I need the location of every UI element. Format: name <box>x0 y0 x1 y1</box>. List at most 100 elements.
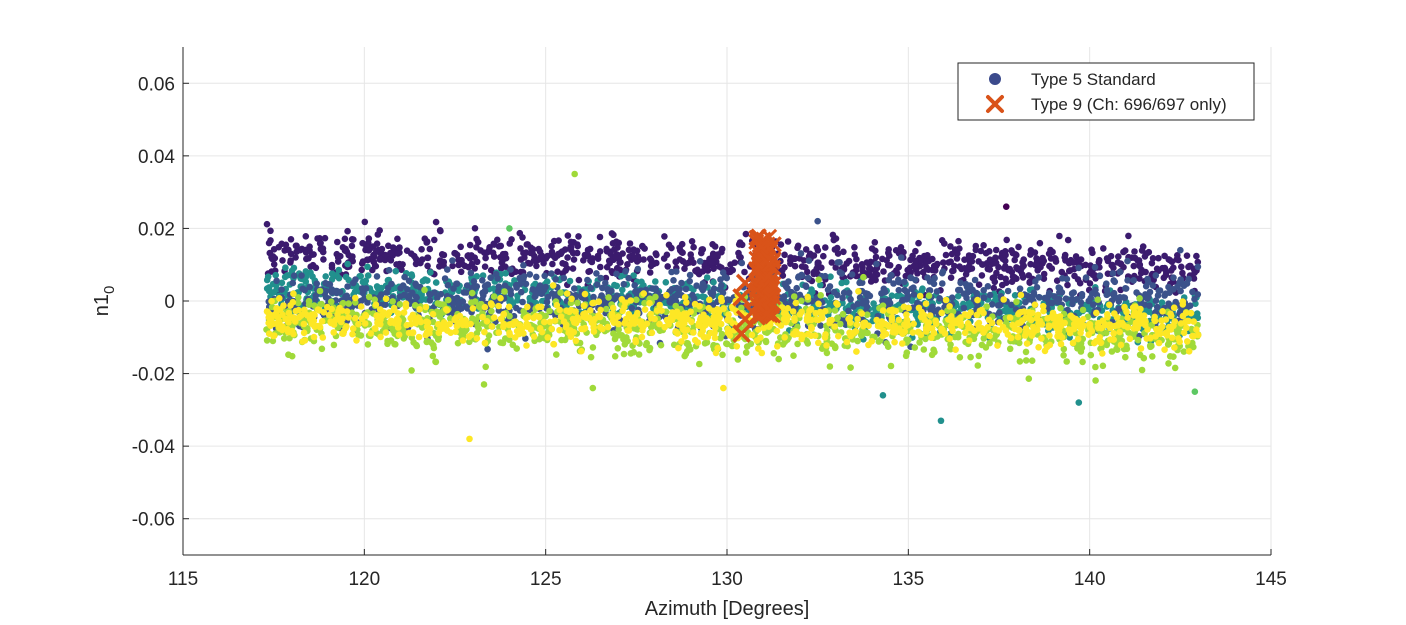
type5-point <box>483 318 491 325</box>
type5-point <box>343 323 350 330</box>
type5-point <box>263 285 271 292</box>
type5-point <box>714 344 721 352</box>
x-tick-label: 135 <box>892 569 924 590</box>
type5-point <box>1126 335 1134 343</box>
type5-point <box>1011 322 1018 330</box>
type5-point <box>973 311 981 319</box>
type5-point <box>1022 314 1030 321</box>
type5-point <box>821 272 829 280</box>
type5-point <box>1099 362 1107 370</box>
type5-point <box>1077 329 1084 337</box>
type5-point <box>392 267 400 275</box>
type5-point <box>822 244 829 251</box>
type5-point <box>553 351 560 358</box>
type5-point <box>292 254 299 261</box>
type5-point <box>1076 279 1084 287</box>
type5-point <box>1177 246 1184 254</box>
type5-point <box>473 258 481 266</box>
type5-point <box>431 236 438 244</box>
type5-point <box>1130 262 1138 270</box>
type5-point <box>734 356 742 363</box>
type5-point <box>597 306 604 314</box>
type5-point <box>330 329 338 336</box>
type5-point <box>377 284 385 292</box>
type5-point <box>585 246 592 254</box>
type5-point <box>280 302 287 309</box>
type5-point <box>362 312 370 320</box>
type5-point <box>586 267 594 275</box>
type5-point <box>738 259 746 267</box>
type5-point <box>1194 291 1202 298</box>
type5-point <box>858 261 866 268</box>
type5-point <box>263 276 271 284</box>
type5-point <box>1092 363 1099 371</box>
type5-point <box>808 323 815 331</box>
type5-point <box>580 302 588 309</box>
type5-point <box>899 330 906 338</box>
type5-point <box>879 332 887 340</box>
type5-point <box>831 307 839 314</box>
type5-point <box>329 270 336 278</box>
type5-point <box>1185 348 1193 355</box>
type5-point <box>452 280 460 288</box>
type5-point <box>917 257 924 264</box>
type5-point <box>1117 341 1125 349</box>
type5-point <box>307 263 315 271</box>
type5-point <box>533 273 540 281</box>
type5-point <box>823 342 830 349</box>
type5-point <box>646 346 653 354</box>
type5-point <box>938 237 946 244</box>
type5-point <box>804 340 812 347</box>
type5-point <box>899 296 906 304</box>
type5-point <box>424 262 431 270</box>
type5-point <box>1043 295 1051 303</box>
type5-point <box>1092 337 1100 345</box>
type5-point <box>502 270 510 277</box>
type5-point <box>1162 271 1170 279</box>
type5-point <box>376 227 384 234</box>
type5-point <box>474 238 482 246</box>
type5-point <box>567 327 574 334</box>
type5-point <box>394 235 401 243</box>
type5-point <box>435 336 442 343</box>
type5-point <box>1114 321 1122 328</box>
type5-point <box>699 293 706 300</box>
type5-point <box>1109 261 1116 269</box>
type5-point <box>517 245 524 252</box>
type5-point <box>350 279 357 287</box>
type5-point <box>546 318 554 326</box>
type5-point <box>471 225 479 232</box>
type5-point <box>879 307 887 314</box>
type5-point <box>1030 291 1038 298</box>
type5-point <box>904 317 911 324</box>
type5-point <box>758 349 766 357</box>
type5-point <box>597 323 604 331</box>
type5-point <box>484 345 491 353</box>
type5-point <box>1016 358 1024 365</box>
type5-point <box>791 314 798 322</box>
type5-point <box>726 332 734 339</box>
type5-point <box>328 276 336 283</box>
type5-point <box>541 318 548 326</box>
type5-point <box>625 246 633 254</box>
type5-point <box>982 249 990 257</box>
type5-point <box>1002 275 1009 283</box>
type5-point <box>1175 256 1182 264</box>
type5-point <box>1082 274 1090 281</box>
type5-point <box>468 260 476 268</box>
type5-point <box>717 276 724 283</box>
type5-point <box>839 310 847 318</box>
type5-point <box>1091 263 1099 271</box>
type5-point <box>1071 272 1078 280</box>
type5-point <box>342 245 349 253</box>
type5-point <box>670 277 677 284</box>
type5-point <box>466 435 473 443</box>
type5-point <box>1022 348 1030 356</box>
type5-point <box>501 282 509 290</box>
type5-point <box>946 335 953 343</box>
type5-point <box>409 329 417 336</box>
type5-point <box>941 330 949 337</box>
type5-point <box>404 286 411 293</box>
type5-point <box>1133 289 1140 296</box>
type5-point <box>1103 291 1110 299</box>
